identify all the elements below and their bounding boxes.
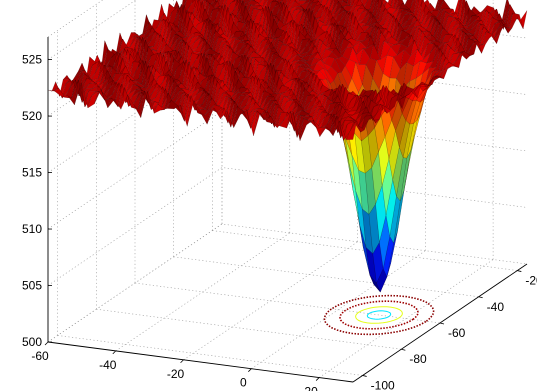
grid-line	[173, 256, 479, 298]
grid-line	[134, 282, 441, 324]
contour-ring	[339, 300, 419, 330]
x-tick-mark	[112, 350, 117, 355]
z-tick-label: 520	[22, 109, 42, 123]
grid-line	[183, 241, 358, 361]
x-axis-ticks: -60 -40 -20 0 20	[31, 341, 320, 391]
grid-line	[212, 230, 518, 271]
z-tick-label: 515	[22, 166, 42, 180]
projected-contours	[323, 294, 435, 336]
y-tick-mark	[439, 322, 445, 325]
x-tick-label: -60	[31, 349, 49, 363]
x-tick-label: -20	[167, 367, 185, 381]
axes-grid	[47, 0, 528, 378]
grid-line	[57, 335, 363, 376]
y-axis-ticks: -20 -40 -60 -80 -100	[362, 270, 537, 391]
contour-ring	[323, 294, 435, 336]
z-tick-label: 525	[22, 53, 42, 67]
contour-ring	[355, 306, 403, 324]
y-tick-mark	[401, 348, 406, 351]
x-tick-label: 0	[240, 376, 247, 390]
y-tick-label: -100	[371, 378, 395, 391]
x-tick-mark	[180, 359, 184, 364]
x-tick-mark	[248, 368, 252, 372]
y-tick-mark	[517, 270, 522, 272]
y-tick-label: -60	[448, 326, 466, 340]
grid-line	[318, 259, 494, 378]
grid-line	[96, 308, 402, 350]
surface-mesh	[47, 0, 528, 293]
y-tick-label: -80	[409, 352, 427, 366]
y-tick-mark	[362, 375, 367, 377]
grid-line	[47, 110, 528, 230]
x-tick-mark	[315, 377, 320, 381]
grid-line	[115, 232, 290, 352]
x-tick-label: 20	[304, 385, 318, 391]
grid-line	[251, 250, 426, 369]
z-tick-label: 510	[22, 222, 42, 236]
x-tick-mark	[44, 341, 49, 346]
x-axis-line	[47, 341, 354, 383]
y-tick-label: -40	[487, 300, 505, 314]
contour-ring	[366, 310, 392, 320]
z-tick-label: 505	[22, 279, 42, 293]
y-tick-label: -20	[525, 274, 537, 288]
z-tick-label: 500	[22, 335, 42, 349]
z-axis-ticks: 500 505 510 515 520 525	[22, 53, 52, 349]
grid-line	[47, 223, 528, 343]
x-tick-label: -40	[99, 358, 117, 372]
y-tick-mark	[478, 296, 483, 299]
surface-facet	[346, 120, 357, 140]
surface-facet	[258, 0, 263, 5]
grid-line	[47, 167, 528, 286]
